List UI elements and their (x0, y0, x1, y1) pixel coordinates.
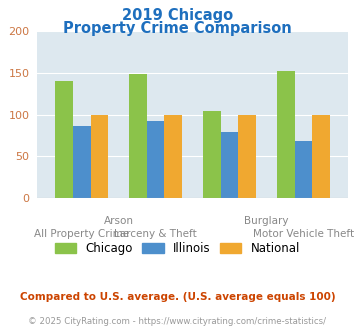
Text: Arson: Arson (104, 216, 133, 226)
Bar (221, 132, 239, 198)
Bar (147, 120, 164, 198)
Bar (73, 125, 91, 198)
Text: © 2025 CityRating.com - https://www.cityrating.com/crime-statistics/: © 2025 CityRating.com - https://www.city… (28, 317, 327, 326)
Text: Larceny & Theft: Larceny & Theft (114, 229, 197, 239)
Legend: Chicago, Illinois, National: Chicago, Illinois, National (50, 237, 305, 260)
Bar (164, 115, 182, 198)
Bar (277, 71, 295, 198)
Bar (295, 141, 312, 198)
Bar (203, 111, 221, 198)
Text: Motor Vehicle Theft: Motor Vehicle Theft (253, 229, 354, 239)
Bar (55, 81, 73, 198)
Text: All Property Crime: All Property Crime (34, 229, 129, 239)
Text: Compared to U.S. average. (U.S. average equals 100): Compared to U.S. average. (U.S. average … (20, 292, 335, 302)
Text: Burglary: Burglary (244, 216, 289, 226)
Bar (129, 74, 147, 198)
Bar (239, 115, 256, 198)
Text: Property Crime Comparison: Property Crime Comparison (63, 21, 292, 36)
Bar (91, 115, 108, 198)
Text: 2019 Chicago: 2019 Chicago (122, 8, 233, 23)
Bar (312, 115, 330, 198)
